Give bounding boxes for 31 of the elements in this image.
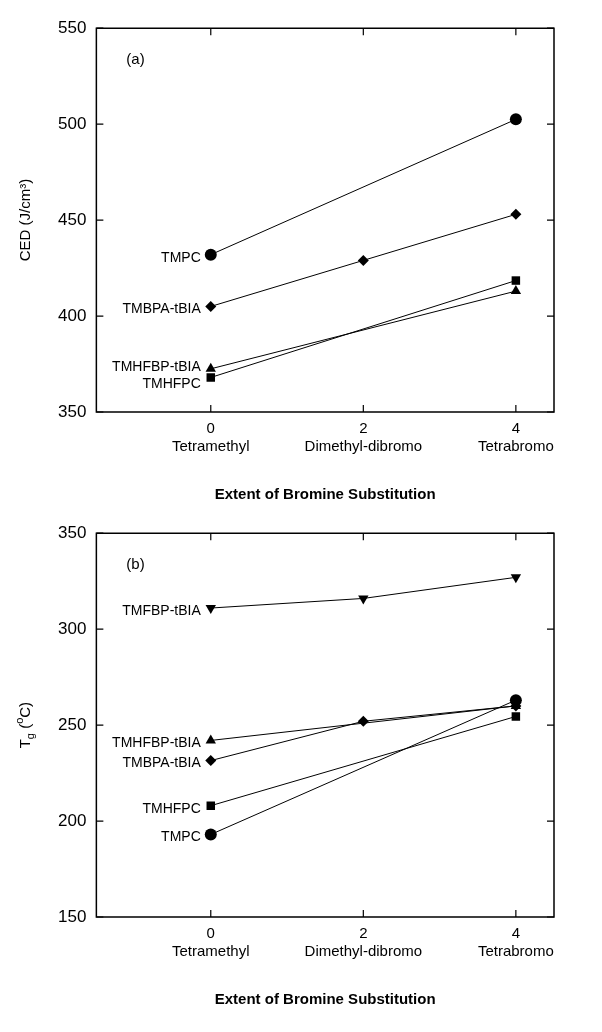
- x-tick-label: 0 Tetramethyl: [172, 924, 250, 960]
- x-tick-label: 4 Tetrabromo: [477, 924, 554, 960]
- x-axis-title: Extent of Bromine Substitution: [214, 485, 436, 503]
- series-label: TMFBP-tBIA: [122, 601, 202, 618]
- series-label: TMBPA-tBIA: [122, 300, 202, 317]
- y-tick-label: 200: [57, 810, 87, 830]
- x-tick-label: 2 Dimethyl-dibromo: [304, 924, 423, 960]
- y-tick-label: 300: [57, 618, 87, 638]
- x-tick-label: 4 Tetrabromo: [477, 419, 554, 455]
- series-label: TMHFBP-tBIA: [112, 358, 202, 375]
- y-tick-label: 500: [57, 113, 87, 133]
- series-label: TMPC: [161, 248, 201, 265]
- annotation: (a): [126, 49, 145, 67]
- series-label: TMHFPC: [142, 375, 201, 392]
- y-tick-label: 350: [57, 401, 87, 421]
- series-label: TMBPA-tBIA: [122, 754, 202, 771]
- series-label: TMPC: [161, 828, 201, 845]
- series-label: TMHFBP-tBIA: [112, 734, 202, 751]
- y-tick-label: 450: [57, 209, 87, 229]
- x-tick-label: 2 Dimethyl-dibromo: [304, 419, 423, 455]
- x-axis-title: Extent of Bromine Substitution: [214, 990, 436, 1008]
- annotation: (b): [126, 554, 145, 572]
- series-label: TMHFPC: [142, 799, 201, 816]
- y-tick-label: 150: [57, 906, 87, 926]
- y-axis-title: Tg (oC): [13, 701, 36, 749]
- y-tick-label: 250: [57, 714, 87, 734]
- y-tick-label: 400: [57, 305, 87, 325]
- y-tick-label: 350: [57, 522, 87, 542]
- y-axis-title: CED (J/cm³): [16, 178, 33, 262]
- y-tick-label: 550: [57, 17, 87, 37]
- x-tick-label: 0 Tetramethyl: [172, 419, 250, 455]
